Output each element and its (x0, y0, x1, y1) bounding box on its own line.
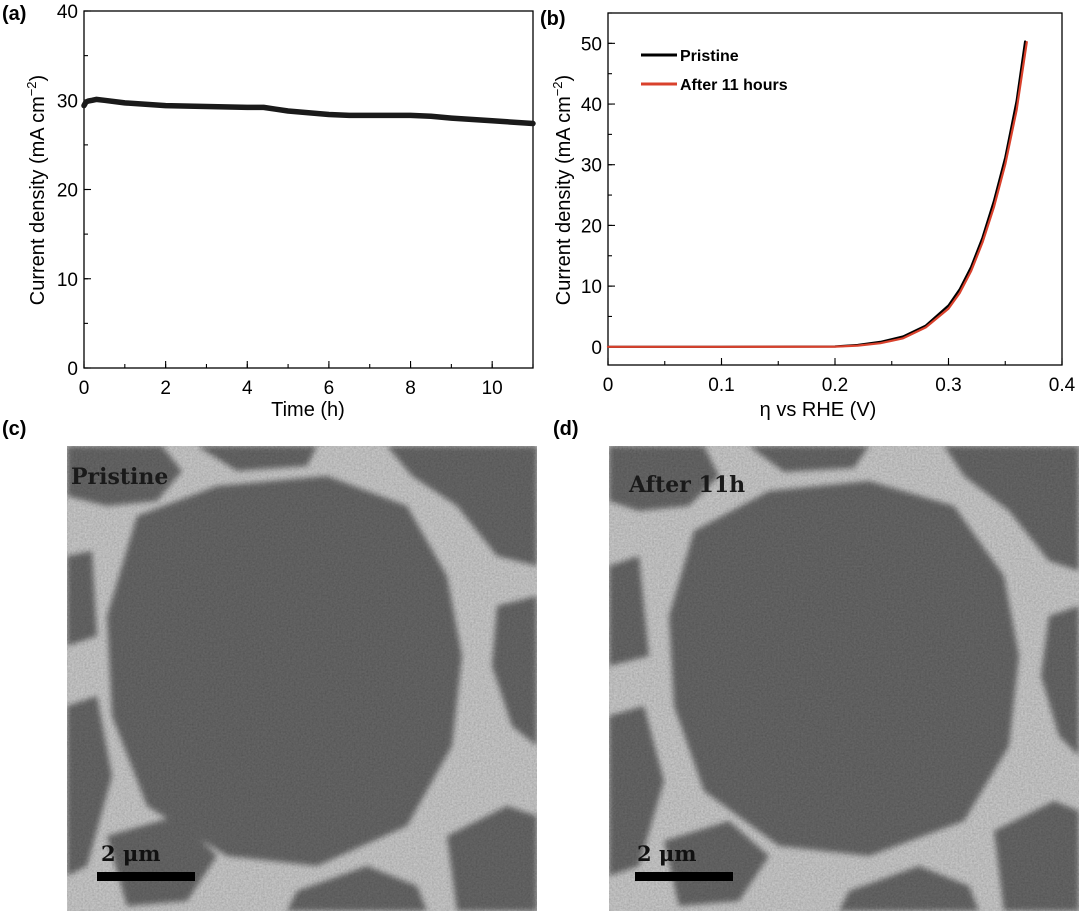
panel-label-d: (d) (553, 418, 579, 440)
scale-bar-label-d: 2 μm (637, 841, 697, 866)
series-line-b-0 (606, 40, 1027, 348)
panel-label-a: (a) (2, 3, 26, 25)
chart-b-y-axis-label: Current density (mA cm−2) (550, 75, 575, 305)
y-tick-label: 40 (57, 2, 78, 23)
x-tick-label: 8 (405, 378, 416, 399)
series-line-a-0 (81, 96, 536, 127)
x-tick-label: 4 (242, 378, 253, 399)
x-tick-label: 0 (603, 375, 614, 396)
scale-bar-label-c: 2 μm (101, 841, 161, 866)
y-tick-label: 10 (581, 277, 602, 298)
y-tick-label: 20 (57, 181, 78, 202)
chart-a: (a) 0 2 4 6 8 10 0 10 20 30 40 Time (h) Current de… (2, 2, 536, 421)
chart-b-x-axis-label: η vs RHE (V) (760, 399, 877, 421)
y-tick-label: 50 (581, 34, 602, 55)
x-tick-label: 0.1 (708, 375, 734, 396)
chart-b: (b) 0 0.1 0.2 0.3 0.4 0 10 20 30 40 50 Pristine Af… (540, 8, 1076, 421)
y-tick-label: 30 (581, 156, 602, 177)
sem-label-after-11h: After 11h (628, 472, 745, 498)
x-tick-label: 0.4 (1049, 375, 1076, 396)
legend-label-pristine: Pristine (680, 48, 739, 65)
y-tick-label: 30 (57, 91, 78, 112)
sem-label-pristine: Pristine (71, 464, 168, 490)
sem-image-d: (d) After 11h 2 μm (553, 418, 1079, 911)
chart-a-y-axis-label: Current density (mA cm−2) (24, 75, 49, 305)
y-tick-label: 0 (67, 359, 78, 380)
panel-label-c: (c) (2, 418, 26, 440)
scale-bar-d (635, 872, 733, 881)
x-tick-label: 0.2 (822, 375, 848, 396)
chart-b-legend: Pristine After 11 hours (641, 48, 788, 94)
x-tick-label: 10 (482, 378, 503, 399)
panel-label-b: (b) (540, 8, 566, 30)
series-line-b-1 (606, 40, 1028, 348)
x-tick-label: 2 (160, 378, 171, 399)
x-tick-label: 0.3 (935, 375, 961, 396)
scale-bar-c (97, 872, 195, 881)
y-tick-label: 10 (57, 270, 78, 291)
y-tick-label: 40 (581, 95, 602, 116)
chart-a-frame (83, 10, 534, 369)
sem-image-c: (c) Pristine 2 μm (2, 418, 537, 911)
y-tick-label: 20 (581, 216, 602, 237)
x-tick-label: 0 (79, 378, 90, 399)
x-tick-label: 6 (324, 378, 335, 399)
y-tick-label: 0 (591, 338, 602, 359)
chart-b-frame (607, 12, 1063, 366)
chart-a-x-axis-label: Time (h) (271, 399, 345, 421)
legend-label-after-11-hours: After 11 hours (680, 77, 788, 94)
